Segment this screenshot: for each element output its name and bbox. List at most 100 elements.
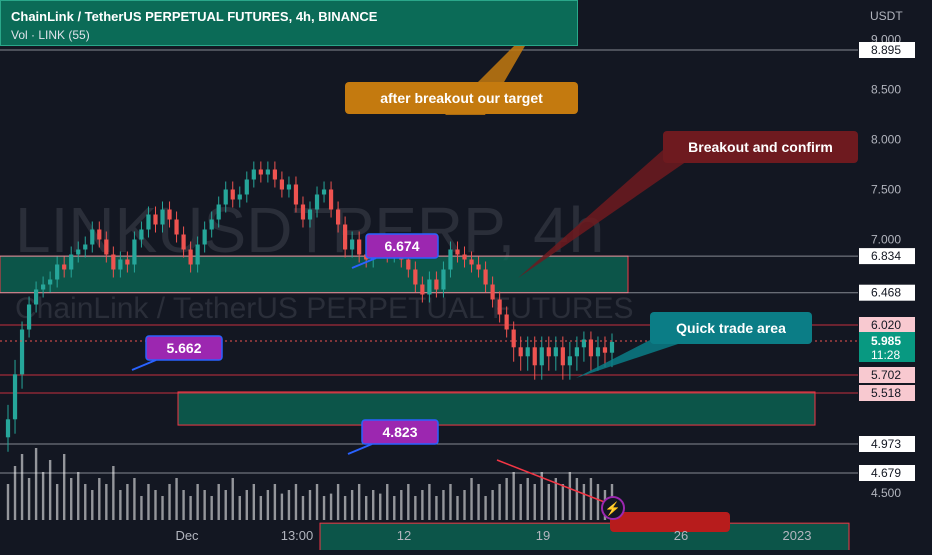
candle-body (223, 189, 228, 205)
volume-bar (210, 496, 213, 520)
candle-body (321, 189, 327, 195)
candle-body (343, 224, 348, 250)
candle-body (455, 249, 460, 255)
callout-pointer (576, 340, 690, 378)
volume-bar (575, 478, 579, 520)
candle-body (335, 209, 341, 225)
candle-body (448, 249, 453, 270)
volume-bar (435, 496, 438, 520)
x-tick-label: 26 (674, 528, 688, 543)
callout-text: after breakout our target (380, 90, 543, 106)
callout-box (650, 312, 812, 344)
candle-body (300, 204, 306, 220)
volume-bar (182, 490, 185, 520)
price-level-value: 6.834 (871, 249, 901, 263)
candle-body (350, 239, 355, 250)
volume-bar (526, 478, 529, 520)
volume-bar (175, 478, 178, 520)
candle-body (111, 254, 116, 270)
candle-body (553, 347, 558, 357)
current-price-tag (859, 332, 915, 362)
candle-body (490, 284, 495, 300)
candle-body (19, 329, 25, 375)
volume-legend: Vol · LINK (55) (11, 28, 90, 42)
volume-bar (456, 496, 459, 520)
volume-bar (154, 490, 157, 520)
volume-bar (596, 484, 600, 520)
volume-bar (484, 496, 487, 520)
volume-bar (91, 490, 94, 520)
price-level-value: 6.468 (871, 286, 901, 300)
candle-body (328, 189, 334, 210)
candle-body (251, 169, 256, 180)
price-level-tag (859, 385, 915, 401)
volume-bar (168, 484, 171, 520)
candle-body (609, 341, 615, 353)
candle-body (258, 169, 263, 175)
candle-body (181, 234, 186, 250)
volume-bar (589, 478, 593, 520)
price-label-box (365, 233, 439, 259)
volume-bar (315, 484, 319, 520)
y-tick-label: 4.500 (871, 486, 901, 500)
candle-body (279, 179, 285, 190)
candle-body (588, 339, 594, 357)
volume-bar (34, 448, 38, 520)
y-tick-label: 8.000 (871, 133, 901, 147)
candle-body (574, 347, 579, 357)
candle-body (244, 179, 249, 195)
volume-bar (533, 484, 536, 520)
candle-body (118, 259, 123, 270)
candle-body (41, 284, 46, 290)
label-pointer (347, 443, 373, 455)
candle-body (153, 214, 158, 225)
candle-body (12, 374, 18, 420)
candle-body (441, 269, 446, 290)
candle-body (167, 209, 172, 220)
price-scale-background (858, 0, 932, 550)
candle-body (160, 209, 165, 225)
volume-bar (98, 478, 101, 520)
symbol-header: ChainLink / TetherUS PERPETUAL FUTURES, … (0, 0, 578, 46)
candle-body (483, 269, 488, 285)
price-label-text: 6.674 (384, 238, 419, 254)
volume-bar (259, 496, 263, 520)
price-level-tag (859, 436, 915, 452)
volume-bar (41, 472, 45, 520)
volume-bar (48, 460, 52, 520)
candle-body (307, 209, 313, 220)
candle-body (314, 194, 320, 210)
volume-bar (372, 490, 375, 520)
volume-bar (540, 472, 543, 520)
candle-body (286, 184, 292, 190)
volume-bar (203, 490, 206, 520)
price-level-value: 5.702 (871, 368, 901, 382)
label-pointer (351, 257, 377, 269)
candle-body (48, 279, 53, 285)
volume-bar (554, 478, 558, 520)
candle-body (469, 259, 474, 265)
x-tick-label: 13:00 (281, 528, 314, 543)
candle-body (83, 244, 88, 250)
candle-body (33, 289, 39, 305)
price-label-text: 5.662 (166, 340, 201, 356)
candle-body (567, 356, 572, 366)
callout-box (663, 131, 858, 163)
candle-body (209, 219, 214, 230)
x-tick-label: 19 (536, 528, 550, 543)
price-level-tag (859, 42, 915, 58)
volume-bar (231, 478, 234, 520)
volume-bar (463, 490, 466, 520)
volume-bar (561, 484, 565, 520)
watermark-name: ChainLink / TetherUS PERPETUAL FUTURES (15, 292, 634, 325)
volume-bar (55, 484, 59, 520)
volume-bar (6, 484, 10, 520)
volume-bar (196, 484, 199, 520)
volume-bar (126, 484, 129, 520)
candle-body (532, 347, 537, 366)
lightning-icon (601, 496, 625, 520)
volume-bar (238, 496, 241, 520)
price-label-text: 4.823 (382, 424, 417, 440)
